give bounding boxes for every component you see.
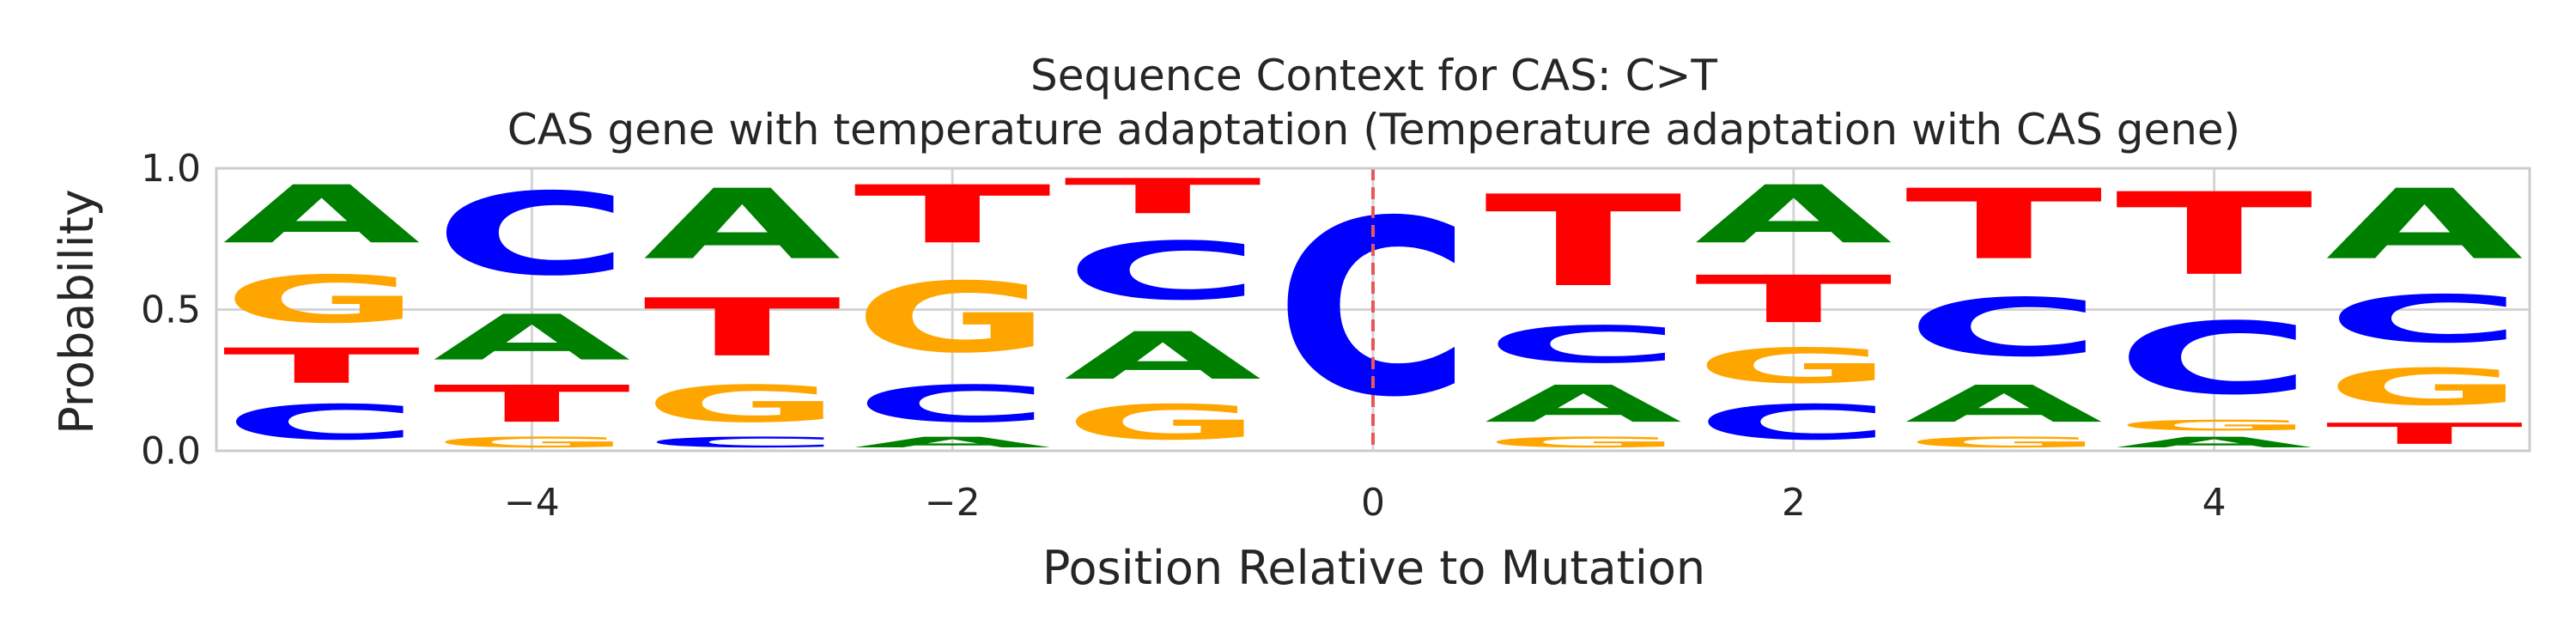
y-tick-label: 0.0 bbox=[141, 429, 201, 473]
logo-letter-A-pos-1: A bbox=[1485, 374, 1682, 434]
chart-title: Sequence Context for CAS: C>T bbox=[1030, 51, 1717, 100]
y-tick-label: 1.0 bbox=[141, 147, 201, 191]
logo-letter-G-pos--1: G bbox=[1064, 394, 1261, 451]
logo-letter-C-pos--5: C bbox=[222, 395, 420, 451]
logo-letter-A-pos-3: A bbox=[1905, 374, 2103, 434]
logo-letter-G-pos-5: G bbox=[2325, 358, 2523, 417]
logo-letter-T-pos-5: T bbox=[2325, 417, 2523, 451]
logo-letter-T-pos--3: T bbox=[643, 282, 841, 374]
logo-letter-T-pos--1: T bbox=[1064, 168, 1261, 225]
logo-letter-C-pos-3: C bbox=[1905, 282, 2103, 374]
x-tick-label: 4 bbox=[2202, 481, 2227, 525]
logo-letter-T-pos--4: T bbox=[433, 374, 630, 434]
logo-letter-G-pos-4: G bbox=[2116, 417, 2313, 434]
logo-letter-G-pos-2: G bbox=[1695, 337, 1893, 394]
logo-letter-T-pos-1: T bbox=[1485, 169, 1684, 315]
logo-letter-C-pos--4: C bbox=[433, 168, 630, 301]
x-tick-label: 0 bbox=[1361, 481, 1385, 525]
logo-letter-A-pos--5: A bbox=[222, 168, 420, 261]
y-tick-label: 0.5 bbox=[141, 289, 201, 332]
logo-letter-C-pos--3: C bbox=[643, 434, 841, 451]
x-tick-labels: −4 −2 0 2 4 bbox=[504, 481, 2227, 525]
logo-letter-A-pos-5: A bbox=[2325, 169, 2523, 282]
logo-letter-A-pos-2: A bbox=[1695, 168, 1893, 261]
logo-letter-A-pos--3: A bbox=[643, 169, 841, 282]
y-axis-label: Probability bbox=[50, 189, 104, 434]
logo-letter-G-pos--3: G bbox=[643, 374, 841, 434]
logo-letter-C-pos--1: C bbox=[1064, 225, 1261, 318]
plot-frame bbox=[215, 167, 2531, 453]
logo-letter-T-pos--5: T bbox=[222, 338, 420, 395]
y-tick-labels: 0.0 0.5 1.0 bbox=[141, 147, 201, 473]
logo-letter-A-pos--1: A bbox=[1064, 319, 1261, 394]
logo-letter-T-pos-2: T bbox=[1695, 262, 1893, 337]
logo-letter-A-pos--2: A bbox=[854, 434, 1051, 451]
chart-subtitle: CAS gene with temperature adaptation (Te… bbox=[507, 105, 2240, 155]
logo-letter-C-pos--2: C bbox=[854, 375, 1051, 434]
logo-letter-G-pos--4: G bbox=[433, 434, 630, 451]
x-tick-label: 2 bbox=[1782, 481, 1806, 525]
logo-letter-G-pos-3: G bbox=[1905, 434, 2103, 451]
logo-letter-G-pos--2: G bbox=[854, 262, 1051, 374]
logo-letter-A-pos--4: A bbox=[433, 301, 630, 374]
logo-letter-G-pos--5: G bbox=[222, 262, 420, 337]
x-tick-label: −2 bbox=[925, 481, 981, 525]
logo-letter-G-pos-1: G bbox=[1485, 434, 1682, 451]
logo-letter-C-pos-1: C bbox=[1485, 316, 1682, 375]
logo-letter-C-pos-2: C bbox=[1695, 395, 1893, 451]
logo-letter-T-pos-3: T bbox=[1905, 169, 2103, 282]
logo-letter-T-pos-4: T bbox=[2116, 169, 2315, 301]
x-tick-label: −4 bbox=[504, 481, 560, 525]
logo-letter-C-pos-4: C bbox=[2116, 301, 2313, 416]
logo-letter-C-pos-5: C bbox=[2325, 282, 2523, 357]
x-axis-label: Position Relative to Mutation bbox=[1042, 541, 1705, 595]
logo-letter-A-pos-4: A bbox=[2116, 434, 2313, 451]
logo-letter-T-pos--2: T bbox=[854, 168, 1051, 261]
